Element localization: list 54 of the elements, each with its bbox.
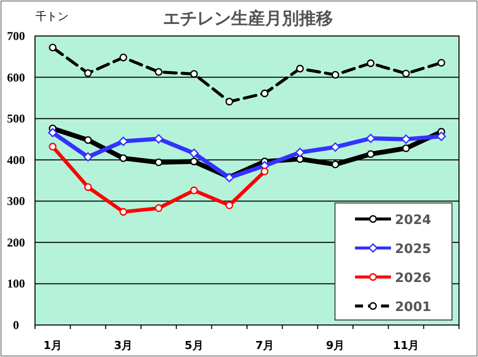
point [402, 70, 410, 78]
point [48, 142, 57, 150]
x-tick-label: 7月 [255, 339, 274, 352]
x-tick-label: 5月 [184, 339, 204, 352]
point [190, 70, 198, 78]
legend-label: 2001 [395, 300, 432, 315]
point [154, 68, 163, 76]
point [260, 168, 269, 176]
x-tick-label: 1月 [43, 339, 62, 352]
point [189, 148, 199, 158]
point [401, 134, 411, 144]
legend-label: 2024 [395, 213, 432, 228]
point [48, 44, 57, 52]
point [154, 204, 163, 212]
point [366, 59, 375, 68]
x-tick-label: 11月 [392, 339, 420, 352]
y-tick-label: 600 [7, 70, 25, 84]
point [437, 58, 446, 67]
point [48, 128, 58, 138]
point [84, 69, 92, 78]
y-tick-label: 200 [7, 235, 25, 250]
y-axis-title: 千トン [36, 10, 68, 23]
point [366, 134, 376, 144]
point [331, 160, 340, 168]
point [84, 183, 92, 191]
y-tick-label: 0 [13, 318, 19, 332]
point [296, 155, 304, 163]
point [190, 158, 198, 166]
point [260, 90, 269, 98]
point [296, 64, 304, 72]
point [330, 142, 340, 152]
point [225, 98, 234, 106]
point [295, 148, 305, 158]
y-tick-label: 400 [7, 152, 25, 167]
point [119, 154, 128, 162]
point [366, 150, 375, 158]
point [119, 54, 128, 62]
point [119, 208, 128, 216]
legend-label: 2025 [395, 242, 432, 257]
legend-label: 2026 [395, 271, 432, 286]
chart-title: エチレン生産月別推移 [163, 9, 333, 29]
y-tick-label: 700 [7, 29, 25, 43]
y-tick-label: 300 [7, 194, 25, 208]
point [190, 186, 198, 194]
y-tick-label: 100 [7, 276, 25, 291]
point [84, 136, 92, 144]
point [402, 144, 410, 152]
point [83, 152, 93, 162]
x-tick-label: 9月 [326, 339, 345, 352]
point [225, 201, 234, 210]
y-tick-label: 500 [7, 112, 25, 126]
point [154, 158, 163, 166]
x-tick-label: 3月 [114, 339, 133, 352]
point [331, 70, 340, 79]
